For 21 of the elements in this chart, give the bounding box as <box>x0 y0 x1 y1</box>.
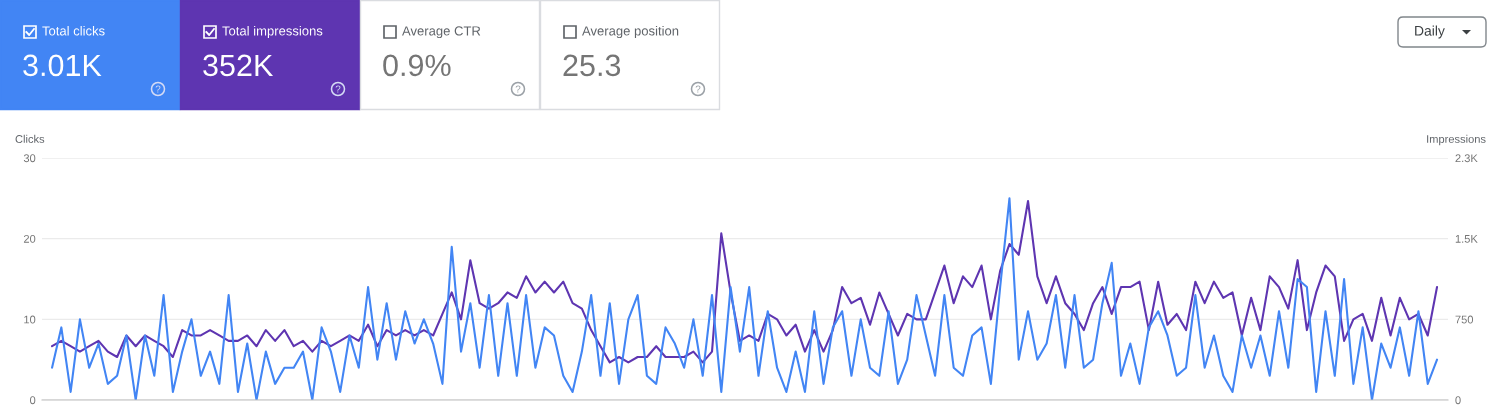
y-tick-label: 0 <box>30 396 36 405</box>
category-label: Average position <box>582 25 679 39</box>
text: 352K <box>203 54 274 77</box>
text: 25.3 <box>563 54 621 77</box>
category-label: Average CTR <box>402 26 481 39</box>
text: 0.9% <box>383 54 451 77</box>
text: Daily <box>1415 25 1445 39</box>
y-axis-title: Clicks <box>15 134 45 143</box>
y2-tick-label: 750 <box>1455 315 1474 324</box>
text: 3.01K <box>23 54 102 77</box>
y2-tick-label: 0 <box>1455 396 1461 405</box>
line-series <box>51 197 1439 400</box>
y-tick-label: 10 <box>24 315 36 324</box>
y2-tick-label: 2.3K <box>1455 154 1478 163</box>
category-label: Total impressions <box>222 25 323 39</box>
category-label: Total clicks <box>42 25 105 36</box>
y2-tick-label: 1.5K <box>1455 235 1478 243</box>
line-series <box>51 199 1439 364</box>
y2-axis-title: Impressions <box>1427 134 1486 146</box>
y-tick-label: 30 <box>23 154 36 163</box>
y-tick-label: 20 <box>23 234 36 243</box>
